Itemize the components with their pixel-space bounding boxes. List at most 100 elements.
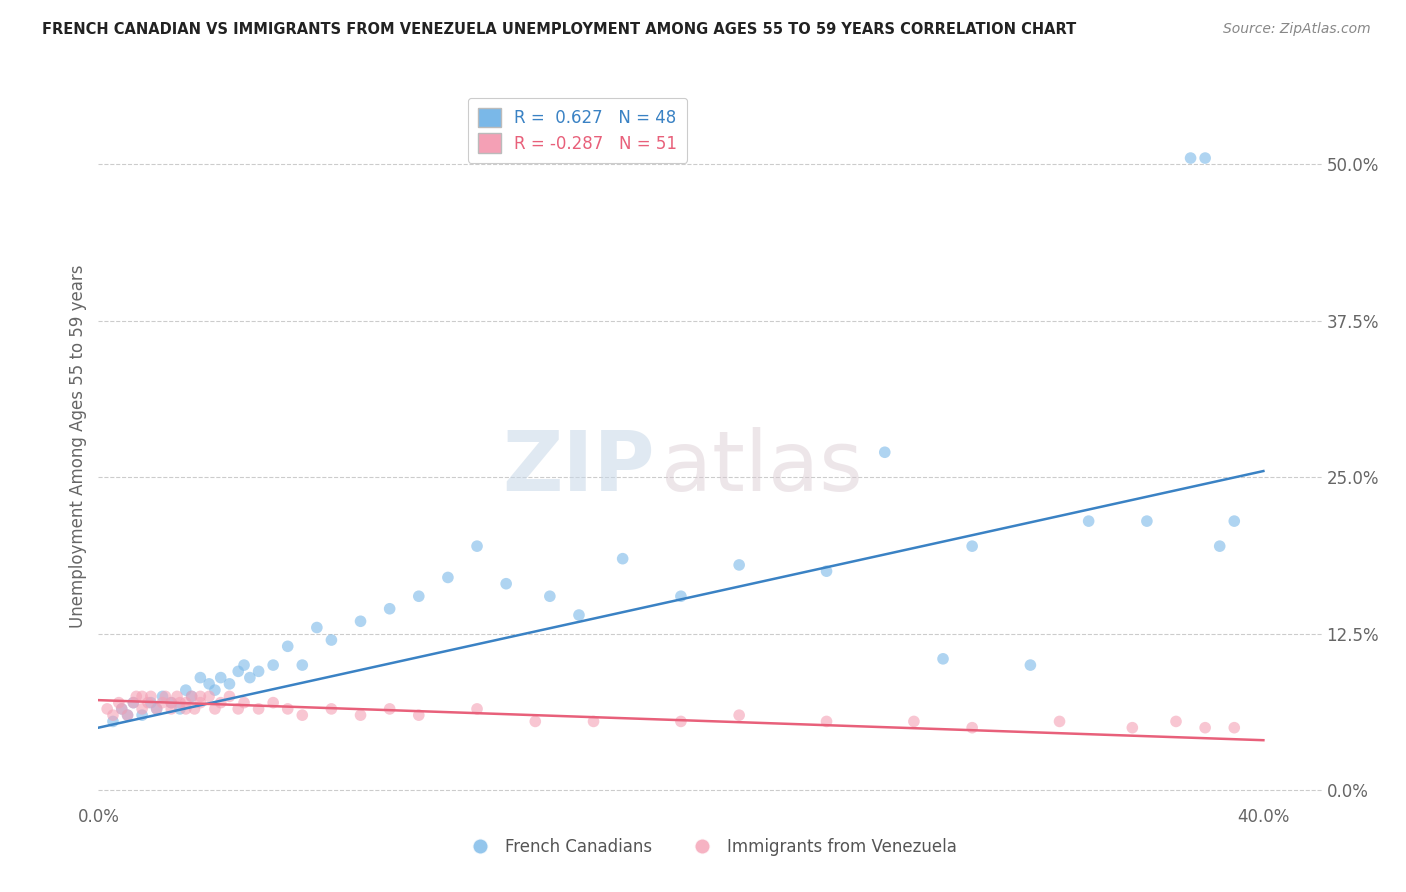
Point <box>1136 514 1159 528</box>
Point <box>1164 714 1187 729</box>
Point <box>174 683 197 698</box>
Point <box>960 539 983 553</box>
Point <box>122 696 145 710</box>
Point <box>111 702 134 716</box>
Point <box>111 702 134 716</box>
Point <box>233 696 256 710</box>
Point <box>277 640 299 654</box>
Point <box>204 702 226 716</box>
Point <box>582 714 605 729</box>
Point <box>166 690 188 704</box>
Point <box>145 702 167 716</box>
Point <box>873 445 896 459</box>
Point <box>139 696 162 710</box>
Point <box>174 696 197 710</box>
Point <box>1049 714 1071 729</box>
Point <box>145 702 167 716</box>
Point <box>960 721 983 735</box>
Point <box>815 564 838 578</box>
Point <box>262 696 284 710</box>
Point <box>1194 151 1216 165</box>
Point <box>131 708 153 723</box>
Point <box>101 714 124 729</box>
Point <box>1121 721 1143 735</box>
Point <box>204 683 226 698</box>
Point <box>305 621 328 635</box>
Point <box>108 696 131 710</box>
Point <box>321 633 343 648</box>
Point <box>1223 514 1246 528</box>
Point <box>262 658 284 673</box>
Point <box>180 690 202 704</box>
Point <box>291 708 314 723</box>
Point <box>669 714 692 729</box>
Point <box>378 601 401 615</box>
Point <box>1208 539 1232 553</box>
Point <box>612 551 634 566</box>
Point <box>131 690 153 704</box>
Text: atlas: atlas <box>661 427 863 508</box>
Point <box>198 677 221 691</box>
Point <box>815 714 838 729</box>
Point <box>226 665 249 679</box>
Point <box>155 690 177 704</box>
Point <box>669 589 692 603</box>
Point <box>538 589 561 603</box>
Point <box>233 658 256 673</box>
Point <box>152 690 174 704</box>
Point <box>218 690 240 704</box>
Point <box>131 702 153 716</box>
Point <box>291 658 314 673</box>
Point <box>1194 721 1216 735</box>
Point <box>1019 658 1042 673</box>
Point <box>1077 514 1099 528</box>
Text: FRENCH CANADIAN VS IMMIGRANTS FROM VENEZUELA UNEMPLOYMENT AMONG AGES 55 TO 59 YE: FRENCH CANADIAN VS IMMIGRANTS FROM VENEZ… <box>42 22 1077 37</box>
Y-axis label: Unemployment Among Ages 55 to 59 years: Unemployment Among Ages 55 to 59 years <box>69 264 87 628</box>
Point <box>117 708 139 723</box>
Point <box>180 690 202 704</box>
Point <box>408 708 430 723</box>
Point <box>349 614 371 628</box>
Point <box>96 702 118 716</box>
Text: Source: ZipAtlas.com: Source: ZipAtlas.com <box>1223 22 1371 37</box>
Point <box>277 702 299 716</box>
Point <box>160 702 183 716</box>
Point <box>247 665 270 679</box>
Point <box>117 708 139 723</box>
Point <box>932 652 955 666</box>
Point <box>198 690 221 704</box>
Point <box>321 702 343 716</box>
Point <box>349 708 371 723</box>
Point <box>437 570 460 584</box>
Point <box>728 708 751 723</box>
Point <box>188 671 212 685</box>
Point <box>101 708 124 723</box>
Point <box>183 702 205 716</box>
Point <box>465 539 488 553</box>
Point <box>239 671 262 685</box>
Legend: French Canadians, Immigrants from Venezuela: French Canadians, Immigrants from Venezu… <box>457 831 963 863</box>
Point <box>218 677 240 691</box>
Point <box>378 702 401 716</box>
Point <box>495 576 517 591</box>
Point <box>408 589 430 603</box>
Point <box>169 696 191 710</box>
Point <box>125 690 148 704</box>
Point <box>160 696 183 710</box>
Point <box>903 714 925 729</box>
Point <box>247 702 270 716</box>
Point <box>188 690 212 704</box>
Point <box>524 714 547 729</box>
Point <box>136 696 159 710</box>
Point <box>188 696 212 710</box>
Point <box>174 702 197 716</box>
Point <box>169 702 191 716</box>
Point <box>465 702 488 716</box>
Point <box>209 671 232 685</box>
Point <box>152 696 174 710</box>
Point <box>209 696 232 710</box>
Point <box>1223 721 1246 735</box>
Text: ZIP: ZIP <box>502 427 655 508</box>
Point <box>122 696 145 710</box>
Point <box>139 690 162 704</box>
